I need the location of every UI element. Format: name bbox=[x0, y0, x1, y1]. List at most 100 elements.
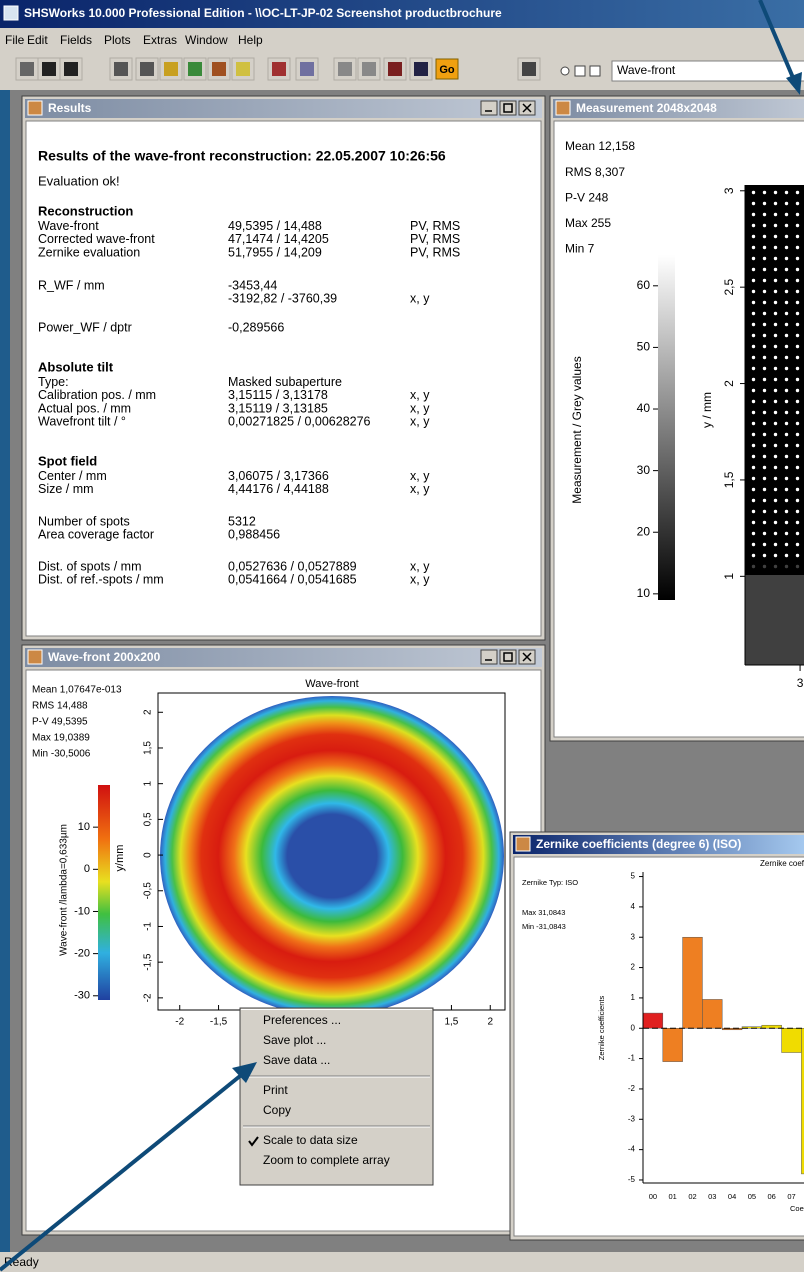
x-tick-label: 1,5 bbox=[444, 1017, 458, 1028]
colorbar-tick-label: 30 bbox=[637, 463, 651, 477]
result-unit: x, y bbox=[410, 559, 430, 573]
result-value: 5312 bbox=[228, 514, 256, 528]
x-tick-label: 04 bbox=[728, 1192, 736, 1201]
window-min-button[interactable] bbox=[481, 650, 497, 664]
y-tick-label: 0,5 bbox=[143, 812, 154, 826]
x-tick-label: 00 bbox=[649, 1192, 657, 1201]
menu-item[interactable]: Help bbox=[238, 33, 263, 47]
x-tick-label: 3 bbox=[797, 676, 804, 690]
y-tick-label: 0 bbox=[631, 1023, 636, 1032]
result-label: R_WF / mm bbox=[38, 278, 105, 292]
result-unit: x, y bbox=[410, 401, 430, 415]
x-tick-label: 05 bbox=[748, 1192, 756, 1201]
window-max-button[interactable] bbox=[500, 101, 516, 115]
view-dropdown-text: Wave-front bbox=[617, 63, 676, 77]
result-value: 0,0527636 / 0,0527889 bbox=[228, 559, 357, 573]
menu-item[interactable]: Scale to data size bbox=[263, 1133, 358, 1147]
result-value: 49,5395 / 14,488 bbox=[228, 219, 322, 233]
result-label: Dist. of spots / mm bbox=[38, 559, 142, 573]
stat-text: Max 255 bbox=[565, 216, 611, 230]
colorbar-tick-label: -20 bbox=[74, 948, 90, 960]
toolbar-icon bbox=[188, 62, 202, 76]
window-title-bar bbox=[25, 99, 542, 118]
menu-item[interactable]: Zoom to complete array bbox=[263, 1153, 390, 1167]
menu-item[interactable]: Extras bbox=[143, 33, 177, 47]
y-tick-label: 1,5 bbox=[722, 471, 736, 488]
menu-item[interactable]: Save plot ... bbox=[263, 1033, 326, 1047]
bar bbox=[702, 999, 722, 1028]
menu-item[interactable]: Plots bbox=[104, 33, 131, 47]
colorbar-tick-label: 50 bbox=[637, 340, 651, 354]
result-unit: PV, RMS bbox=[410, 245, 460, 259]
stat-text: Min 7 bbox=[565, 242, 595, 256]
stat-text: P-V 49,5395 bbox=[32, 717, 88, 728]
colorbar bbox=[658, 255, 675, 600]
window-icon bbox=[28, 101, 42, 115]
wavefront-map bbox=[160, 696, 504, 1016]
toolbar-icon bbox=[140, 62, 154, 76]
result-value: 47,1474 / 14,4205 bbox=[228, 232, 329, 246]
x-tick-label: 07 bbox=[787, 1192, 795, 1201]
window-icon bbox=[28, 650, 42, 664]
result-label: Size / mm bbox=[38, 482, 94, 496]
y-axis-label: y / mm bbox=[700, 392, 714, 428]
y-tick-label: 1 bbox=[722, 573, 736, 580]
spot-image-dim bbox=[745, 560, 804, 665]
result-label: Area coverage factor bbox=[38, 528, 154, 542]
stat-text: Max 19,0389 bbox=[32, 733, 90, 744]
spot-image bbox=[745, 185, 804, 575]
colorbar-tick-label: 40 bbox=[637, 401, 651, 415]
y-tick-label: -0,5 bbox=[143, 882, 154, 900]
toolbar-icon bbox=[272, 62, 286, 76]
y-tick-label: 2 bbox=[722, 380, 736, 387]
menu-item[interactable]: Window bbox=[185, 33, 228, 47]
window-max-button[interactable] bbox=[500, 650, 516, 664]
menu-item[interactable]: Preferences ... bbox=[263, 1013, 341, 1027]
colorbar bbox=[98, 785, 110, 1000]
result-unit: x, y bbox=[410, 415, 430, 429]
menu-item[interactable]: Edit bbox=[27, 33, 48, 47]
menu-item[interactable]: Copy bbox=[263, 1103, 291, 1117]
screenshot: SHSWorks 10.000 Professional Edition - \… bbox=[0, 0, 804, 1272]
toolbar-icon bbox=[20, 62, 34, 76]
result-label: Type: bbox=[38, 375, 69, 389]
section-heading: Reconstruction bbox=[38, 203, 133, 218]
result-value: -3453,44 bbox=[228, 278, 277, 292]
section-heading: Absolute tilt bbox=[38, 359, 114, 374]
toolbar-icon bbox=[114, 62, 128, 76]
checkbox[interactable] bbox=[575, 66, 585, 76]
checkbox[interactable] bbox=[590, 66, 600, 76]
radio[interactable] bbox=[561, 67, 569, 75]
y-tick-label: 1,5 bbox=[143, 741, 154, 755]
result-value: 3,06075 / 3,17366 bbox=[228, 469, 329, 483]
menu-item[interactable]: Print bbox=[263, 1083, 288, 1097]
stat-text: P-V 248 bbox=[565, 190, 609, 204]
result-label: Dist. of ref.-spots / mm bbox=[38, 573, 164, 587]
app-icon bbox=[4, 6, 18, 20]
y-tick-label: 5 bbox=[631, 872, 636, 881]
y-tick-label: 2,5 bbox=[722, 279, 736, 296]
menu-item[interactable]: Fields bbox=[60, 33, 92, 47]
page: SHSWorks 10.000 Professional Edition - \… bbox=[0, 0, 804, 1272]
result-value: 51,7955 / 14,209 bbox=[228, 245, 322, 259]
result-value: -0,289566 bbox=[228, 320, 284, 334]
x-axis-label: Coef bbox=[790, 1204, 804, 1213]
y-tick-label: -3 bbox=[628, 1114, 636, 1123]
toolbar-icon bbox=[414, 62, 428, 76]
result-value: 0,00271825 / 0,00628276 bbox=[228, 415, 371, 429]
colorbar-tick-label: 0 bbox=[84, 863, 90, 875]
result-label: Corrected wave-front bbox=[38, 232, 155, 246]
menu-item[interactable]: File bbox=[5, 33, 25, 47]
x-tick-label: 06 bbox=[768, 1192, 776, 1201]
result-label: Actual pos. / mm bbox=[38, 401, 131, 415]
x-tick-label: -1,5 bbox=[210, 1017, 228, 1028]
result-value: Masked subaperture bbox=[228, 375, 342, 389]
window-min-button[interactable] bbox=[481, 101, 497, 115]
toolbar-icon bbox=[212, 62, 226, 76]
stat-text: RMS 8,307 bbox=[565, 165, 625, 179]
result-label: Number of spots bbox=[38, 514, 130, 528]
y-tick-label: 4 bbox=[631, 902, 636, 911]
window-icon bbox=[556, 101, 570, 115]
y-tick-label: 2 bbox=[631, 963, 636, 972]
menu-item[interactable]: Save data ... bbox=[263, 1053, 330, 1067]
